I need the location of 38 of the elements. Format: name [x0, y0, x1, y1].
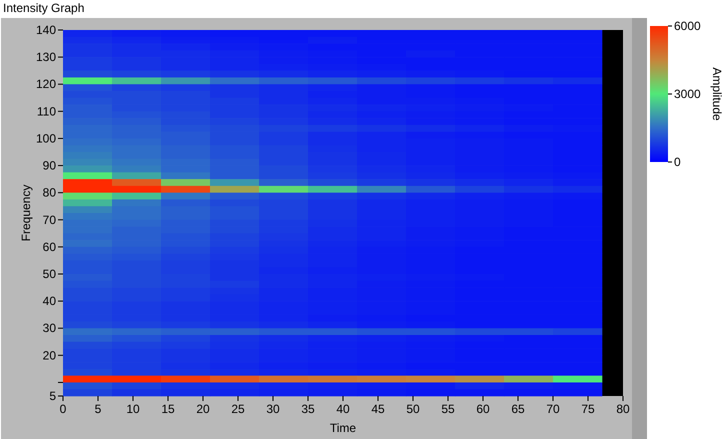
x-tick-label: 20 — [196, 402, 210, 416]
y-tick-label: 30 — [42, 321, 56, 336]
x-axis-title: Time — [330, 421, 356, 435]
x-tick-label: 10 — [126, 402, 140, 416]
y-tick-label: 100 — [36, 131, 56, 146]
x-tick-label: 55 — [441, 402, 455, 416]
x-tick-label: 50 — [406, 402, 420, 416]
x-tick-label: 70 — [546, 402, 560, 416]
x-tick-label: 15 — [161, 402, 175, 416]
color-bar-title: Amplitude — [710, 67, 724, 121]
y-tick-label: 50 — [42, 267, 56, 281]
x-tick-label: 25 — [231, 402, 245, 416]
y-tick-label: 110 — [36, 104, 56, 118]
x-tick-label: 40 — [336, 402, 350, 416]
y-tick-label: 60 — [42, 240, 56, 254]
color-bar-label: 6000 — [674, 19, 702, 33]
y-tick-label: 40 — [42, 294, 56, 308]
y-tick-label: 5 — [49, 389, 56, 403]
y-tick-label: 90 — [42, 158, 56, 173]
x-tick-label: 80 — [616, 402, 630, 416]
x-tick-label: 45 — [371, 402, 385, 416]
x-tick-label: 75 — [581, 402, 595, 416]
chart-title: Intensity Graph — [3, 1, 84, 15]
y-tick-label: 20 — [42, 348, 56, 362]
x-tick-label: 30 — [266, 402, 280, 416]
y-axis-title: Frequency — [19, 184, 33, 242]
x-tick-label: 60 — [476, 402, 490, 416]
color-bar-label: 0 — [674, 155, 681, 169]
y-tick-label: 70 — [42, 212, 56, 227]
x-tick-label: 5 — [94, 402, 102, 416]
x-tick-label: 35 — [301, 402, 315, 416]
y-tick-label: 140 — [36, 23, 56, 37]
y-tick-label: 120 — [36, 77, 56, 92]
x-tick-label: 65 — [511, 402, 525, 416]
y-tick-label: 80 — [42, 186, 56, 200]
color-bar-label: 3000 — [674, 87, 702, 101]
y-tick-label: 130 — [36, 50, 56, 64]
x-tick-label: 0 — [60, 402, 67, 416]
